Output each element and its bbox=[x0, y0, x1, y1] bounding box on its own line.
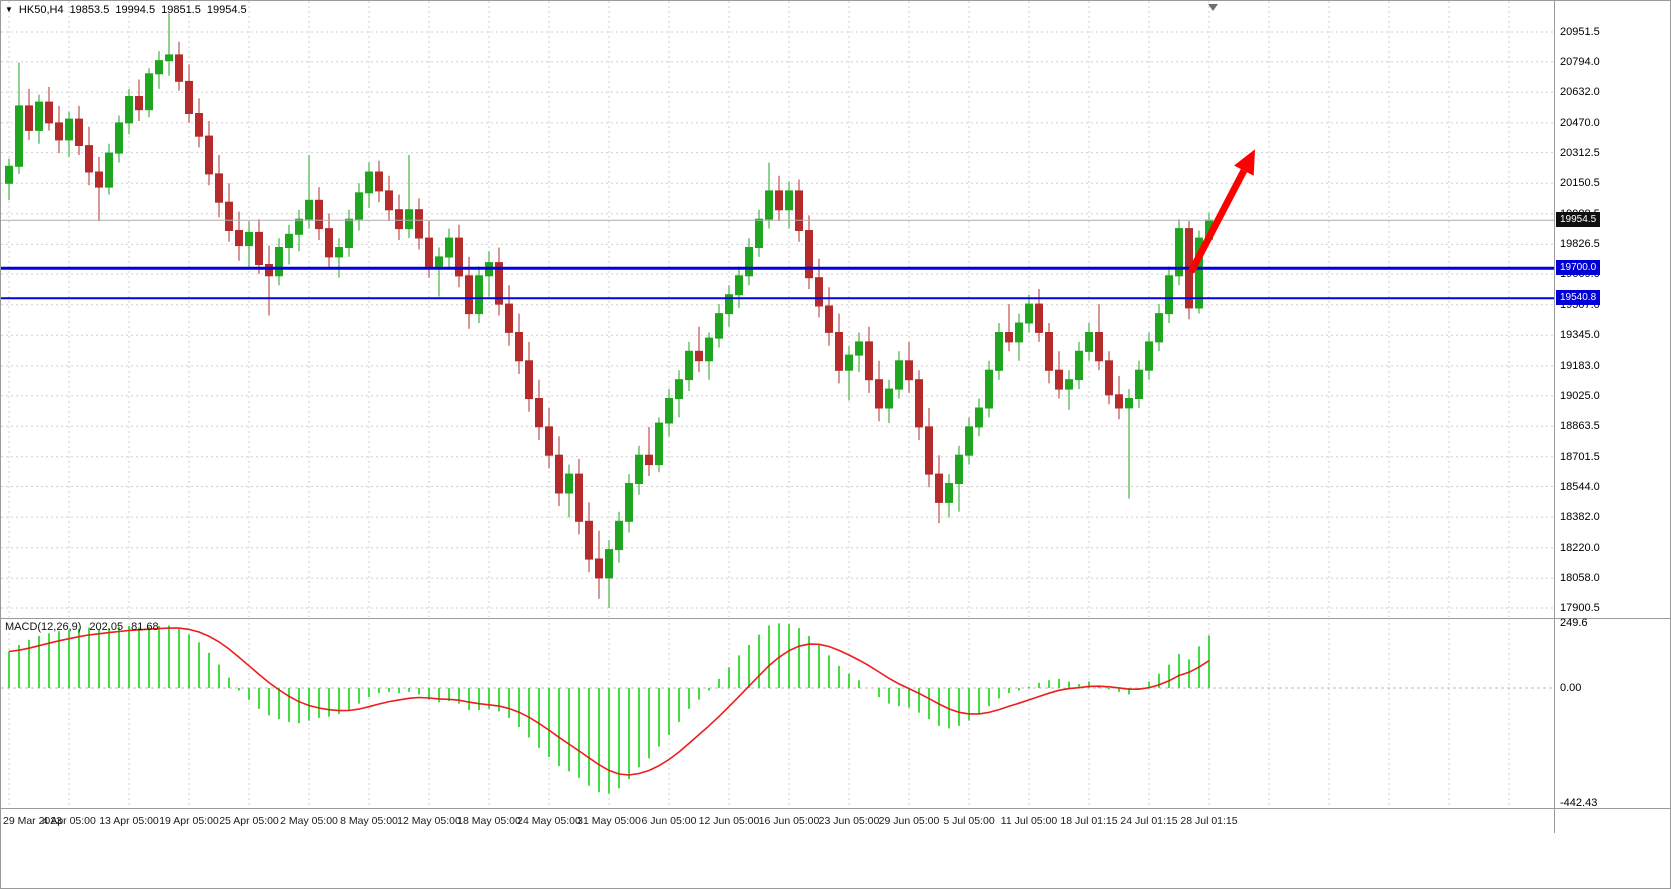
time-axis-label: 29 Jun 05:00 bbox=[878, 815, 940, 827]
time-axis-label: 16 Jun 05:00 bbox=[758, 815, 820, 827]
macd-histogram bbox=[8, 623, 1210, 794]
horizontal-level-lines[interactable] bbox=[1, 266, 1554, 300]
bullish-trend-arrow[interactable] bbox=[1187, 149, 1255, 274]
level-price-badge[interactable]: 19540.8 bbox=[1556, 290, 1601, 306]
macd-panel-canvas[interactable] bbox=[1, 618, 1554, 808]
grid-lines bbox=[1, 1, 1554, 618]
macd-signal-line bbox=[8, 627, 1210, 776]
time-axis-label: 6 Jun 05:00 bbox=[641, 815, 697, 827]
time-axis-label: 19 Apr 05:00 bbox=[159, 815, 219, 827]
time-axis-label: 24 May 05:00 bbox=[517, 815, 581, 827]
time-axis-label: 29 Mar 2023 bbox=[3, 815, 62, 827]
macd-tick-label: 0.00 bbox=[1560, 682, 1582, 694]
price-tick-label: 20150.5 bbox=[1560, 177, 1600, 190]
price-axis[interactable]: 20951.5 20794.0 20632.0 20470.0 20312.5 20150… bbox=[1555, 1, 1670, 833]
price-tick-label: 18544.0 bbox=[1560, 480, 1600, 493]
ohlc-high-value: 19994.5 bbox=[115, 4, 156, 16]
chart-shift-marker[interactable] bbox=[1208, 4, 1218, 11]
time-axis-label: 25 Apr 05:00 bbox=[219, 815, 279, 827]
macd-signal-value: 81.68 bbox=[131, 621, 159, 633]
ohlc-open-value: 19853.5 bbox=[69, 4, 110, 16]
ohlc-low-value: 19851.5 bbox=[161, 4, 201, 16]
time-axis-label: 31 May 05:00 bbox=[577, 815, 641, 827]
time-axis-label: 2 May 05:00 bbox=[280, 815, 338, 827]
time-axis-label: 5 Jul 05:00 bbox=[943, 815, 995, 827]
price-tick-label: 20632.0 bbox=[1560, 86, 1600, 99]
price-tick-label: 17900.5 bbox=[1560, 602, 1600, 614]
time-axis-label: 18 May 05:00 bbox=[457, 815, 521, 827]
time-axis-label: 4 Apr 05:00 bbox=[42, 815, 96, 827]
current-price-badge: 19954.5 bbox=[1556, 212, 1601, 228]
price-tick-label: 19826.5 bbox=[1560, 238, 1600, 251]
panel-separator-main-macd[interactable] bbox=[1, 618, 1670, 619]
price-tick-label: 20951.5 bbox=[1560, 26, 1600, 38]
macd-tick-label: -442.43 bbox=[1560, 797, 1598, 810]
price-tick-label: 19345.0 bbox=[1560, 329, 1600, 342]
ohlc-close-value: 19954.5 bbox=[206, 4, 247, 16]
price-tick-label: 19183.0 bbox=[1560, 359, 1600, 372]
time-axis-label: 28 Jul 01:15 bbox=[1180, 815, 1238, 827]
price-tick-label: 18058.0 bbox=[1560, 572, 1600, 585]
price-tick-label: 18701.5 bbox=[1560, 450, 1600, 463]
macd-indicator-label: MACD(12,26,9) bbox=[5, 621, 82, 633]
price-chart-canvas[interactable] bbox=[1, 1, 1554, 618]
time-axis-label: 18 Jul 01:15 bbox=[1060, 815, 1118, 827]
symbol-period-label: HK50,H4 bbox=[18, 4, 64, 16]
time-axis-label: 24 Jul 01:15 bbox=[1120, 815, 1178, 827]
time-axis-label: 13 Apr 05:00 bbox=[99, 815, 159, 827]
price-tick-label: 18382.0 bbox=[1560, 511, 1600, 524]
price-tick-label: 20312.5 bbox=[1560, 146, 1600, 159]
price-axis-border bbox=[1554, 1, 1555, 833]
price-tick-label: 19025.0 bbox=[1560, 389, 1600, 402]
price-tick-label: 18220.0 bbox=[1560, 541, 1600, 554]
time-axis-label: 12 Jun 05:00 bbox=[698, 815, 760, 827]
chart-header: ▼ HK50,H4 19853.5 19994.5 19851.5 19954.… bbox=[5, 4, 247, 16]
macd-main-value: 202.05 bbox=[89, 621, 124, 633]
time-axis-label: 11 Jul 05:00 bbox=[1000, 815, 1058, 827]
level-price-badge[interactable]: 19700.0 bbox=[1556, 260, 1601, 276]
time-axis-label: 8 May 05:00 bbox=[340, 815, 398, 827]
panel-separator-macd-time bbox=[1, 808, 1670, 809]
price-tick-label: 20470.0 bbox=[1560, 116, 1600, 129]
time-axis-label: 12 May 05:00 bbox=[397, 815, 461, 827]
price-tick-label: 20794.0 bbox=[1560, 55, 1600, 68]
macd-tick-label: 249.6 bbox=[1560, 617, 1588, 629]
symbol-dropdown-icon[interactable]: ▼ bbox=[5, 5, 13, 14]
time-axis[interactable]: 29 Mar 2023 4 Apr 05:00 13 Apr 05:00 19 Apr… bbox=[1, 811, 1554, 833]
macd-indicator-header: MACD(12,26,9) 202.05 81.68 bbox=[5, 621, 159, 633]
price-tick-label: 18863.5 bbox=[1560, 420, 1600, 433]
time-axis-label: 23 Jun 05:00 bbox=[818, 815, 880, 827]
candlestick-series bbox=[5, 13, 1213, 609]
